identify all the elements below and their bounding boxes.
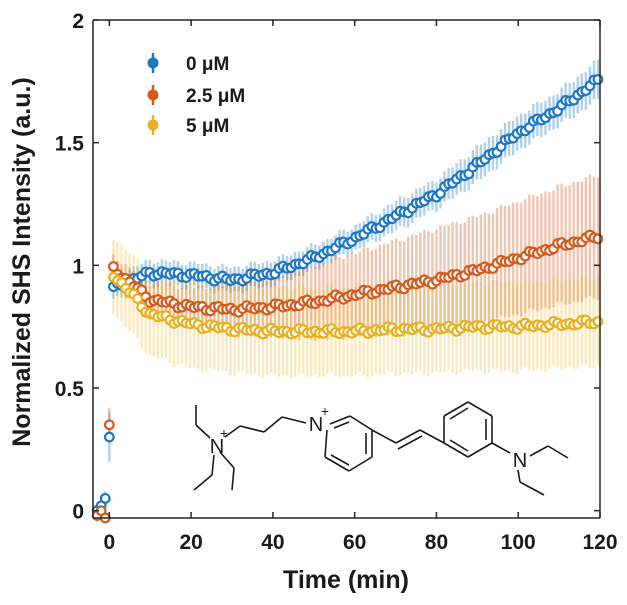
- bond: [324, 429, 328, 458]
- x-axis-title: Time (min): [283, 566, 409, 594]
- bond: [211, 454, 215, 476]
- bond: [467, 442, 493, 458]
- y-tick-label: 0.5: [55, 378, 85, 401]
- legend-marker-2: [147, 119, 159, 131]
- legend-marker-0: [147, 57, 159, 69]
- data-point: [132, 293, 144, 305]
- data-point: [592, 316, 604, 327]
- data-point: [592, 73, 604, 85]
- bond: [467, 401, 493, 417]
- x-tick-label: 120: [582, 531, 617, 554]
- bond: [519, 481, 545, 496]
- legend-marker-1: [147, 89, 159, 101]
- bond: [329, 415, 351, 425]
- x-tick-label: 20: [179, 531, 202, 554]
- y-axis-title: Normalized SHS Intensity (a.u.): [8, 77, 36, 447]
- bond: [231, 467, 235, 491]
- data-point-layer: [91, 73, 604, 524]
- legend-label-0: 0 μM: [186, 54, 229, 75]
- bond: [263, 416, 283, 433]
- data-point: [592, 233, 604, 245]
- legend-item-0: 0 μM: [147, 53, 229, 75]
- amine-n-label: N: [513, 450, 527, 472]
- x-tick-label: 0: [104, 531, 116, 554]
- ammonium-charge: +: [220, 425, 228, 441]
- bond: [449, 439, 469, 452]
- bond: [195, 424, 211, 439]
- bond: [443, 401, 469, 417]
- legend: 0 μM 2.5 μM 5 μM: [147, 53, 245, 137]
- ammonium-n-label: N: [210, 436, 224, 458]
- bond: [395, 429, 421, 444]
- bond: [348, 456, 373, 472]
- y-tick-label: 0: [72, 501, 84, 524]
- bond: [330, 454, 350, 466]
- bond: [349, 415, 373, 431]
- bond: [517, 469, 521, 483]
- bond: [449, 407, 469, 420]
- legend-label-1: 2.5 μM: [186, 86, 245, 107]
- bond: [224, 425, 241, 438]
- bond: [281, 416, 307, 424]
- plot-frame: [92, 19, 601, 519]
- bond: [219, 451, 235, 469]
- bond: [419, 429, 445, 444]
- tick-layer: 0 20 40 60 80 100 120 0 0.5 1 1.5 2: [55, 10, 618, 554]
- bond: [193, 474, 213, 491]
- data-point: [99, 492, 111, 504]
- bond: [397, 435, 423, 450]
- data-point: [103, 431, 115, 443]
- data-point: [103, 419, 115, 431]
- y-tick-label: 1.5: [55, 133, 85, 156]
- x-tick-label: 60: [343, 531, 366, 554]
- legend-item-1: 2.5 μM: [147, 85, 245, 107]
- bond: [529, 445, 549, 457]
- bond: [239, 425, 265, 433]
- y-tick-label: 1: [72, 255, 84, 278]
- bond: [333, 421, 350, 429]
- molecule-structure: [193, 401, 569, 496]
- pyridinium-charge: +: [321, 403, 329, 419]
- bond: [491, 442, 511, 454]
- pyridinium-n-label: N: [309, 414, 323, 436]
- bond: [547, 445, 569, 459]
- molecule-labels: N + N + N: [210, 403, 527, 472]
- x-tick-label: 100: [501, 531, 536, 554]
- y-tick-label: 2: [72, 10, 84, 33]
- x-tick-label: 40: [261, 531, 284, 554]
- legend-label-2: 5 μM: [186, 116, 229, 137]
- bond: [324, 456, 350, 472]
- x-tick-label: 80: [425, 531, 448, 554]
- bond: [371, 429, 397, 444]
- legend-item-2: 5 μM: [147, 115, 229, 137]
- bond: [443, 442, 469, 458]
